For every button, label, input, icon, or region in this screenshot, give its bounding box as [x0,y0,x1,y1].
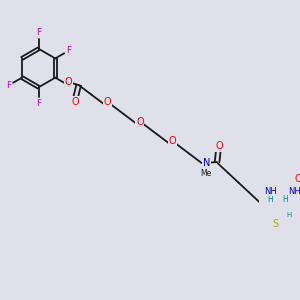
Polygon shape [259,202,272,207]
Text: O: O [136,117,144,127]
Text: H: H [267,196,273,205]
Text: H: H [283,196,288,205]
Text: O: O [103,97,111,107]
Text: NH: NH [264,187,277,196]
Text: S: S [272,219,278,229]
Text: O: O [215,141,223,151]
Text: O: O [72,97,80,107]
Text: F: F [6,81,11,90]
Text: F: F [36,28,41,38]
Text: N: N [202,158,210,168]
Text: H: H [286,212,291,218]
Text: O: O [64,77,72,87]
Text: NH: NH [288,187,300,196]
Text: F: F [67,46,72,55]
Text: Me: Me [201,169,212,178]
Text: O: O [169,136,176,146]
Text: O: O [294,175,300,184]
Text: F: F [36,99,41,108]
